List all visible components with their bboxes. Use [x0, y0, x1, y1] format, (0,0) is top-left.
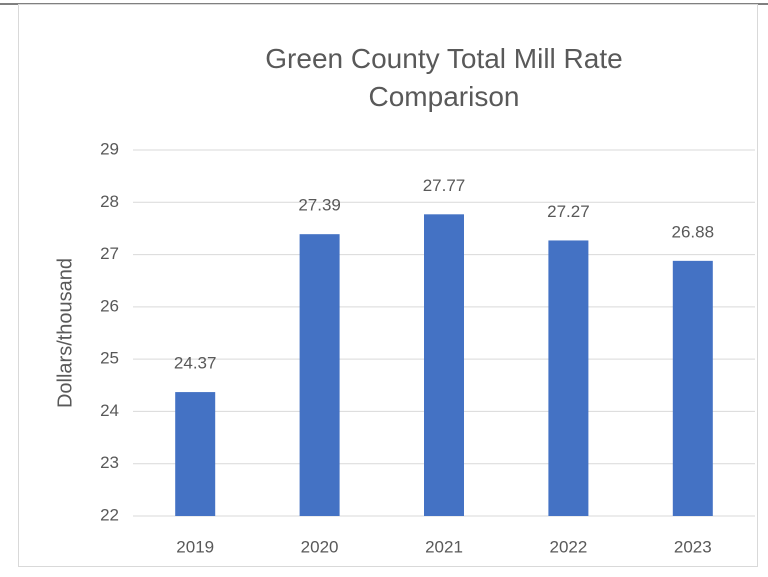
y-tick-label: 23: [100, 453, 119, 472]
data-label: 26.88: [672, 222, 715, 241]
bar: [424, 214, 464, 516]
x-tick-label: 2023: [674, 537, 712, 556]
y-tick-label: 25: [100, 349, 119, 368]
y-tick-label: 28: [100, 192, 119, 211]
y-tick-label: 26: [100, 296, 119, 315]
bar: [672, 260, 713, 516]
y-tick-label: 24: [100, 401, 119, 420]
y-tick-label: 27: [100, 244, 119, 263]
x-tick-label: 2019: [176, 537, 214, 556]
bar: [175, 392, 216, 516]
x-tick-label: 2022: [549, 537, 587, 556]
chart-title: Green County Total Mill Rate Comparison: [265, 43, 623, 112]
y-tick-label: 29: [100, 139, 119, 158]
data-label: 27.39: [298, 196, 341, 215]
x-tick-label: 2021: [425, 537, 463, 556]
data-label: 27.27: [547, 202, 590, 221]
bar: [548, 240, 589, 516]
bar: [299, 234, 340, 516]
data-label: 24.37: [174, 354, 217, 373]
x-tick-label: 2020: [301, 537, 339, 556]
y-axis-label: Dollars/thousand: [54, 258, 76, 408]
chart-frame: [18, 4, 758, 567]
y-tick-label: 22: [100, 505, 119, 524]
data-label: 27.77: [423, 176, 466, 195]
